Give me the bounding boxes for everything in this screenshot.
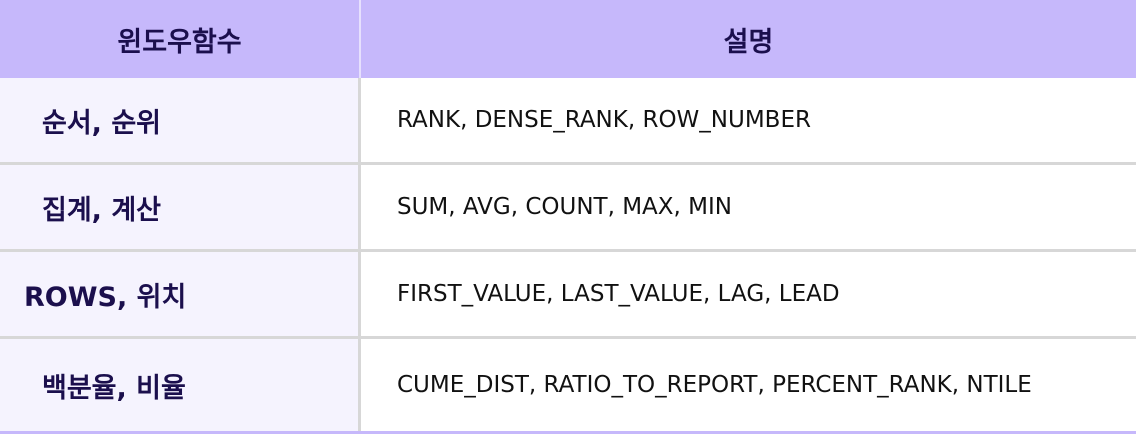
table-row: ROWS, 위치 FIRST_VALUE, LAST_VALUE, LAG, L… [0,252,1136,339]
table-row: 집계, 계산 SUM, AVG, COUNT, MAX, MIN [0,165,1136,252]
table-row: 순서, 순위 RANK, DENSE_RANK, ROW_NUMBER [0,78,1136,165]
row-label: ROWS, 위치 [0,252,361,336]
row-label: 백분율, 비율 [0,339,361,431]
row-description: SUM, AVG, COUNT, MAX, MIN [361,165,1136,249]
header-window-function: 윈도우함수 [0,0,361,78]
row-description: CUME_DIST, RATIO_TO_REPORT, PERCENT_RANK… [361,339,1136,431]
row-label: 집계, 계산 [0,165,361,249]
row-description: RANK, DENSE_RANK, ROW_NUMBER [361,78,1136,162]
row-label: 순서, 순위 [0,78,361,162]
row-description: FIRST_VALUE, LAST_VALUE, LAG, LEAD [361,252,1136,336]
table-row: 백분율, 비율 CUME_DIST, RATIO_TO_REPORT, PERC… [0,339,1136,434]
table-header: 윈도우함수 설명 [0,0,1136,78]
header-description: 설명 [723,26,774,58]
